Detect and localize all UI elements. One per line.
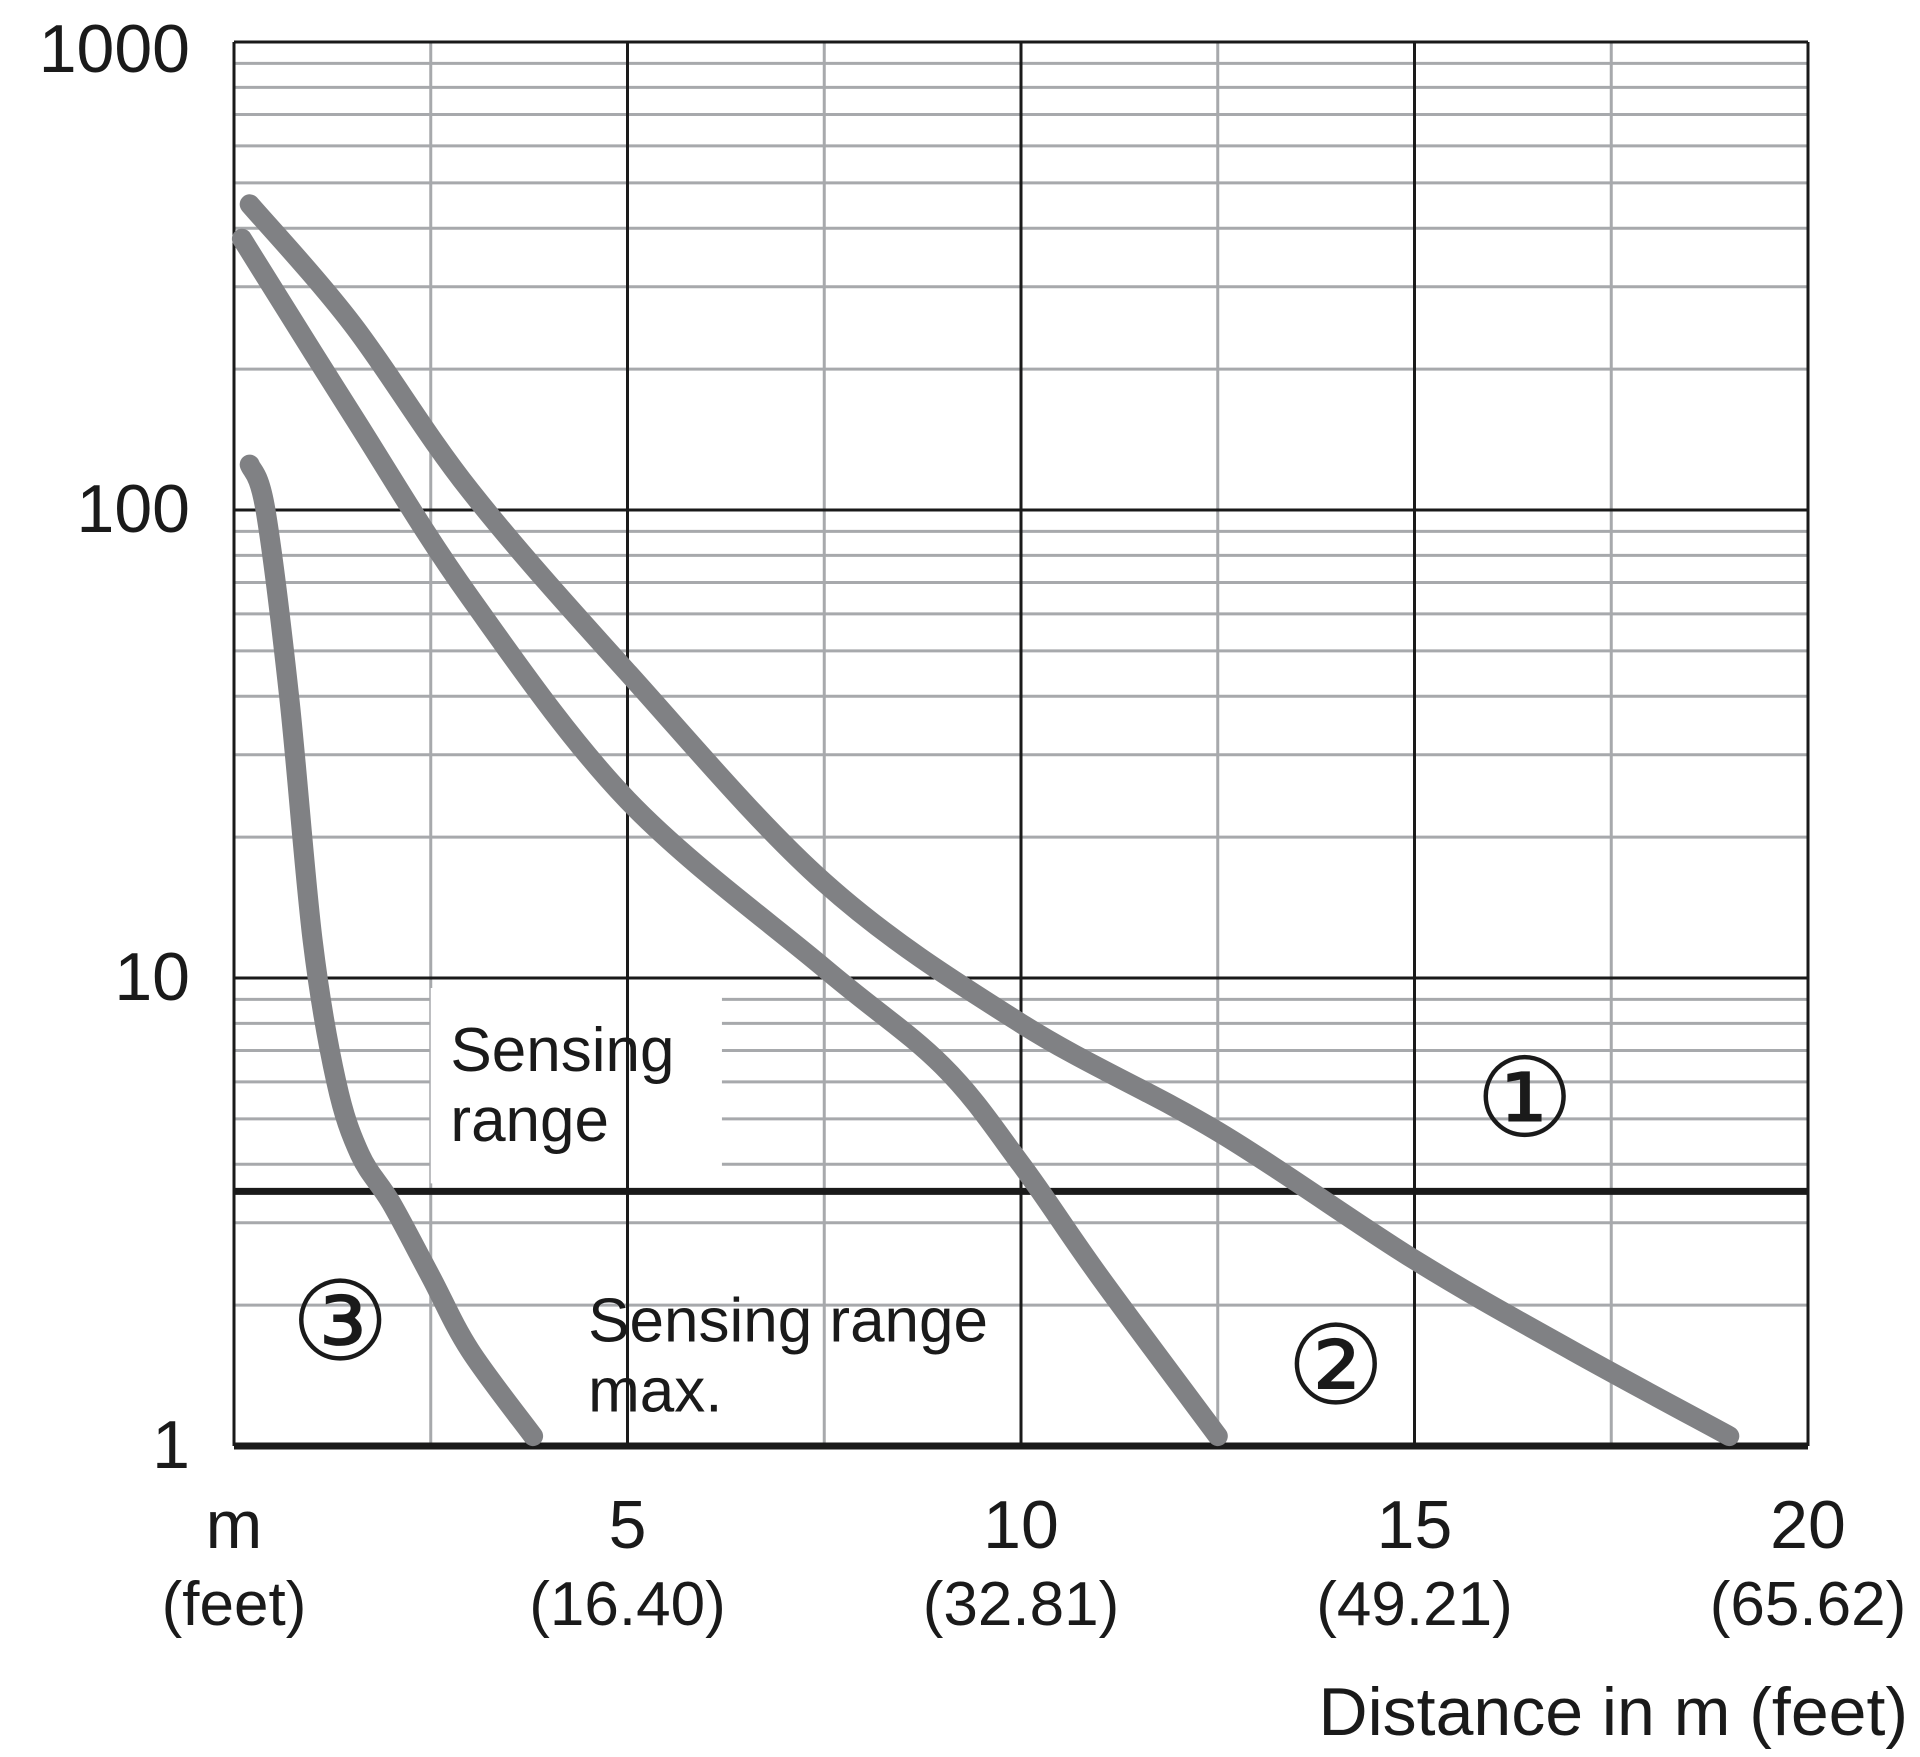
- x-axis-label: Distance in m (feet): [1318, 1674, 1908, 1750]
- sensing-range-max-label: Sensing range: [588, 1286, 988, 1355]
- series-marker-3: ③: [291, 1261, 390, 1384]
- y-tick-label: 10: [114, 939, 190, 1015]
- sensing-range-label: range: [450, 1086, 609, 1155]
- x-tick-label: 20: [1770, 1487, 1846, 1563]
- y-tick-label: 100: [77, 471, 190, 547]
- y-tick-label: 1: [152, 1407, 190, 1483]
- grid-major: [232, 40, 1810, 1450]
- series-layer: [231, 194, 1740, 1447]
- series-line-1: [239, 194, 1740, 1447]
- x-tick-label: 10: [983, 1487, 1059, 1563]
- x-tick-sublabel: (feet): [162, 1570, 307, 1639]
- sensing-range-max-label: max.: [588, 1356, 722, 1425]
- label-background: [430, 988, 722, 1184]
- y-tick-labels: 1 10 100 1000: [39, 11, 190, 1483]
- x-tick-sublabel: (65.62): [1710, 1570, 1906, 1639]
- x-tick-label: 5: [609, 1487, 647, 1563]
- x-tick-label: 15: [1377, 1487, 1453, 1563]
- x-tick-sublabel: (16.40): [529, 1570, 725, 1639]
- series-line-3: [239, 454, 544, 1447]
- x-tick-labels: m (feet) 5 (16.40) 10 (32.81) 15 (49.21) 20 (65.6…: [162, 1487, 1907, 1639]
- series-marker-2: ②: [1286, 1304, 1385, 1427]
- series-marker-1: ①: [1475, 1037, 1574, 1160]
- y-tick-label: 1000: [39, 11, 190, 87]
- x-tick-sublabel: (49.21): [1316, 1570, 1512, 1639]
- sensing-range-label: Sensing: [450, 1016, 674, 1085]
- series-line-2: [231, 228, 1228, 1447]
- x-tick-label: m: [206, 1487, 263, 1563]
- x-tick-sublabel: (32.81): [923, 1570, 1119, 1639]
